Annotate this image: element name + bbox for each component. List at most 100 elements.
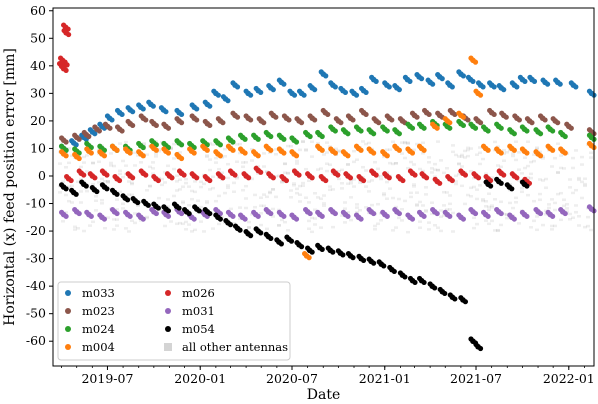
data-point [191,216,197,222]
background-point [358,181,362,184]
data-point [511,216,517,222]
background-point [316,196,320,199]
background-point [400,208,404,211]
background-point [508,183,512,186]
data-point [200,143,206,149]
data-point [447,292,453,298]
background-point [313,223,317,226]
data-point [114,147,120,153]
data-point [318,173,324,180]
background-point [346,163,350,166]
data-point [276,132,282,138]
background-point [553,224,557,228]
legend-label: m054 [182,322,215,336]
background-point [85,154,89,157]
background-point [406,141,410,144]
data-point [136,102,142,108]
background-point [460,184,464,188]
data-point [258,89,264,96]
background-point [484,219,488,222]
data-point [225,98,231,104]
data-point [452,111,458,118]
data-point [468,336,474,342]
background-point [64,211,68,214]
background-point [154,155,158,158]
background-point [262,152,266,155]
data-point [456,110,462,116]
background-point [571,191,575,195]
background-point [430,167,434,170]
background-point [79,201,83,204]
background-point [226,162,230,166]
background-point [151,161,155,164]
data-point [501,87,507,93]
background-point [289,189,293,192]
background-point [214,199,218,203]
data-point [491,111,497,118]
data-point [66,31,72,38]
legend-marker [65,308,71,314]
background-point [553,156,557,160]
data-point [382,171,388,177]
y-tick-label: 10 [30,140,46,155]
background-point [472,185,476,189]
background-point [328,163,332,167]
data-point [519,124,526,130]
background-point [472,176,476,180]
background-point [466,148,470,152]
background-point [307,227,311,231]
data-point [511,131,517,137]
data-point [491,84,497,90]
data-point [544,81,551,87]
background-point [580,180,584,184]
background-point [574,210,578,214]
data-point [325,245,331,251]
data-point [194,117,200,123]
background-point [226,186,230,190]
data-point [207,210,213,217]
data-point [315,242,321,248]
data-point [130,122,136,129]
background-point [103,180,107,183]
y-tick-label: 40 [30,58,46,73]
background-point [469,169,473,173]
data-point [255,136,261,142]
background-point [436,168,440,172]
data-point [524,183,530,189]
data-point [174,107,180,114]
data-point [328,146,334,152]
data-point [246,175,252,181]
background-point [586,224,590,228]
data-point [462,172,469,178]
background-point [202,182,206,186]
background-point [304,196,308,199]
background-point [490,206,494,209]
data-point [92,175,98,181]
data-point [524,213,530,219]
legend-marker [165,290,171,296]
data-point [462,299,469,305]
background-point [112,228,116,231]
background-point [460,153,464,157]
background-point [427,228,431,231]
data-point [509,171,515,177]
data-point [409,216,416,222]
data-point [189,171,195,177]
background-point [187,204,191,207]
data-point [371,210,377,217]
data-point [480,143,487,149]
data-point [468,55,474,61]
data-point [396,131,402,137]
background-point [463,149,467,153]
data-point [146,99,152,105]
data-point [557,81,563,87]
data-point [194,175,200,181]
data-point [447,125,453,131]
data-point [456,118,462,125]
background-point [199,220,203,223]
data-point [573,84,579,90]
data-point [163,109,169,115]
background-point [439,229,443,233]
data-point [191,150,197,156]
data-point [524,116,531,122]
